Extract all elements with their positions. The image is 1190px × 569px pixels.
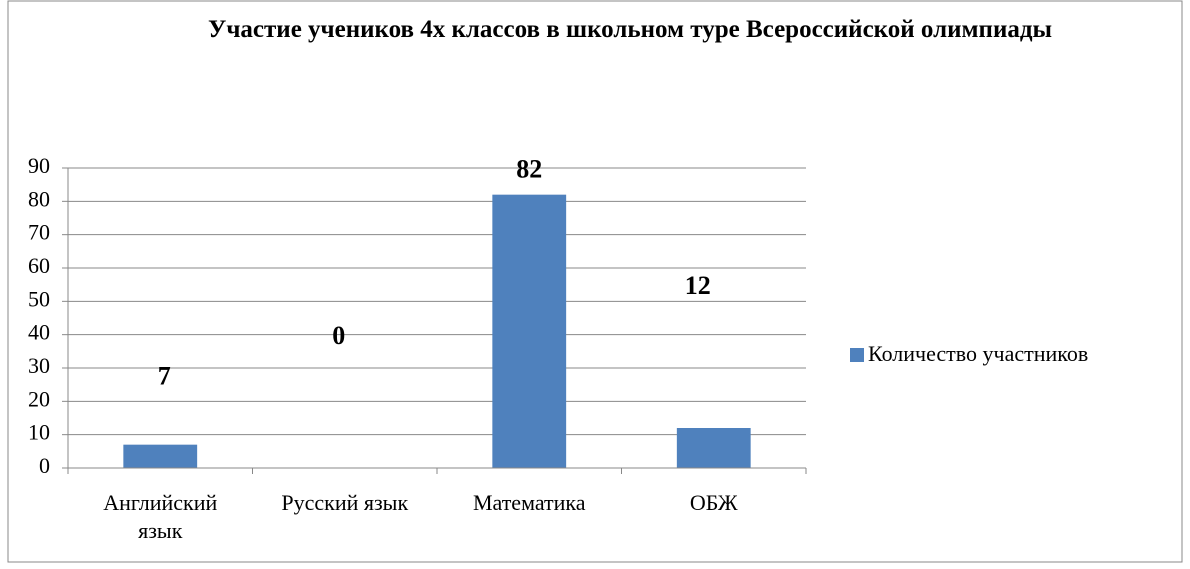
y-tick-label: 40 — [28, 320, 50, 345]
bar — [492, 194, 567, 468]
bar — [676, 428, 751, 468]
data-label: 7 — [158, 362, 171, 391]
chart-border — [7, 0, 1183, 563]
data-label: 12 — [685, 271, 711, 300]
y-tick-label: 30 — [28, 353, 50, 378]
y-tick-label: 70 — [28, 220, 50, 245]
legend-label: Количество участников — [868, 341, 1088, 366]
x-tick-label: ОБЖ — [689, 490, 738, 515]
y-tick-label: 90 — [28, 153, 50, 178]
chart-title: Участие учеников 4х классов в школьном т… — [207, 16, 1053, 43]
data-label: 82 — [516, 155, 542, 184]
x-tick-label: Английский язык — [103, 490, 218, 543]
y-tick-label: 60 — [28, 253, 50, 278]
x-tick-label: Русский язык — [281, 490, 409, 515]
y-tick-label: 0 — [39, 453, 50, 478]
y-tick-label: 20 — [28, 386, 50, 411]
y-tick-label: 80 — [28, 186, 50, 211]
data-label: 0 — [332, 321, 345, 350]
y-tick-label: 10 — [28, 420, 50, 445]
x-tick-label: Математика — [472, 490, 586, 515]
y-tick-label: 50 — [28, 286, 50, 311]
bar — [123, 444, 198, 468]
legend-swatch — [850, 348, 864, 362]
